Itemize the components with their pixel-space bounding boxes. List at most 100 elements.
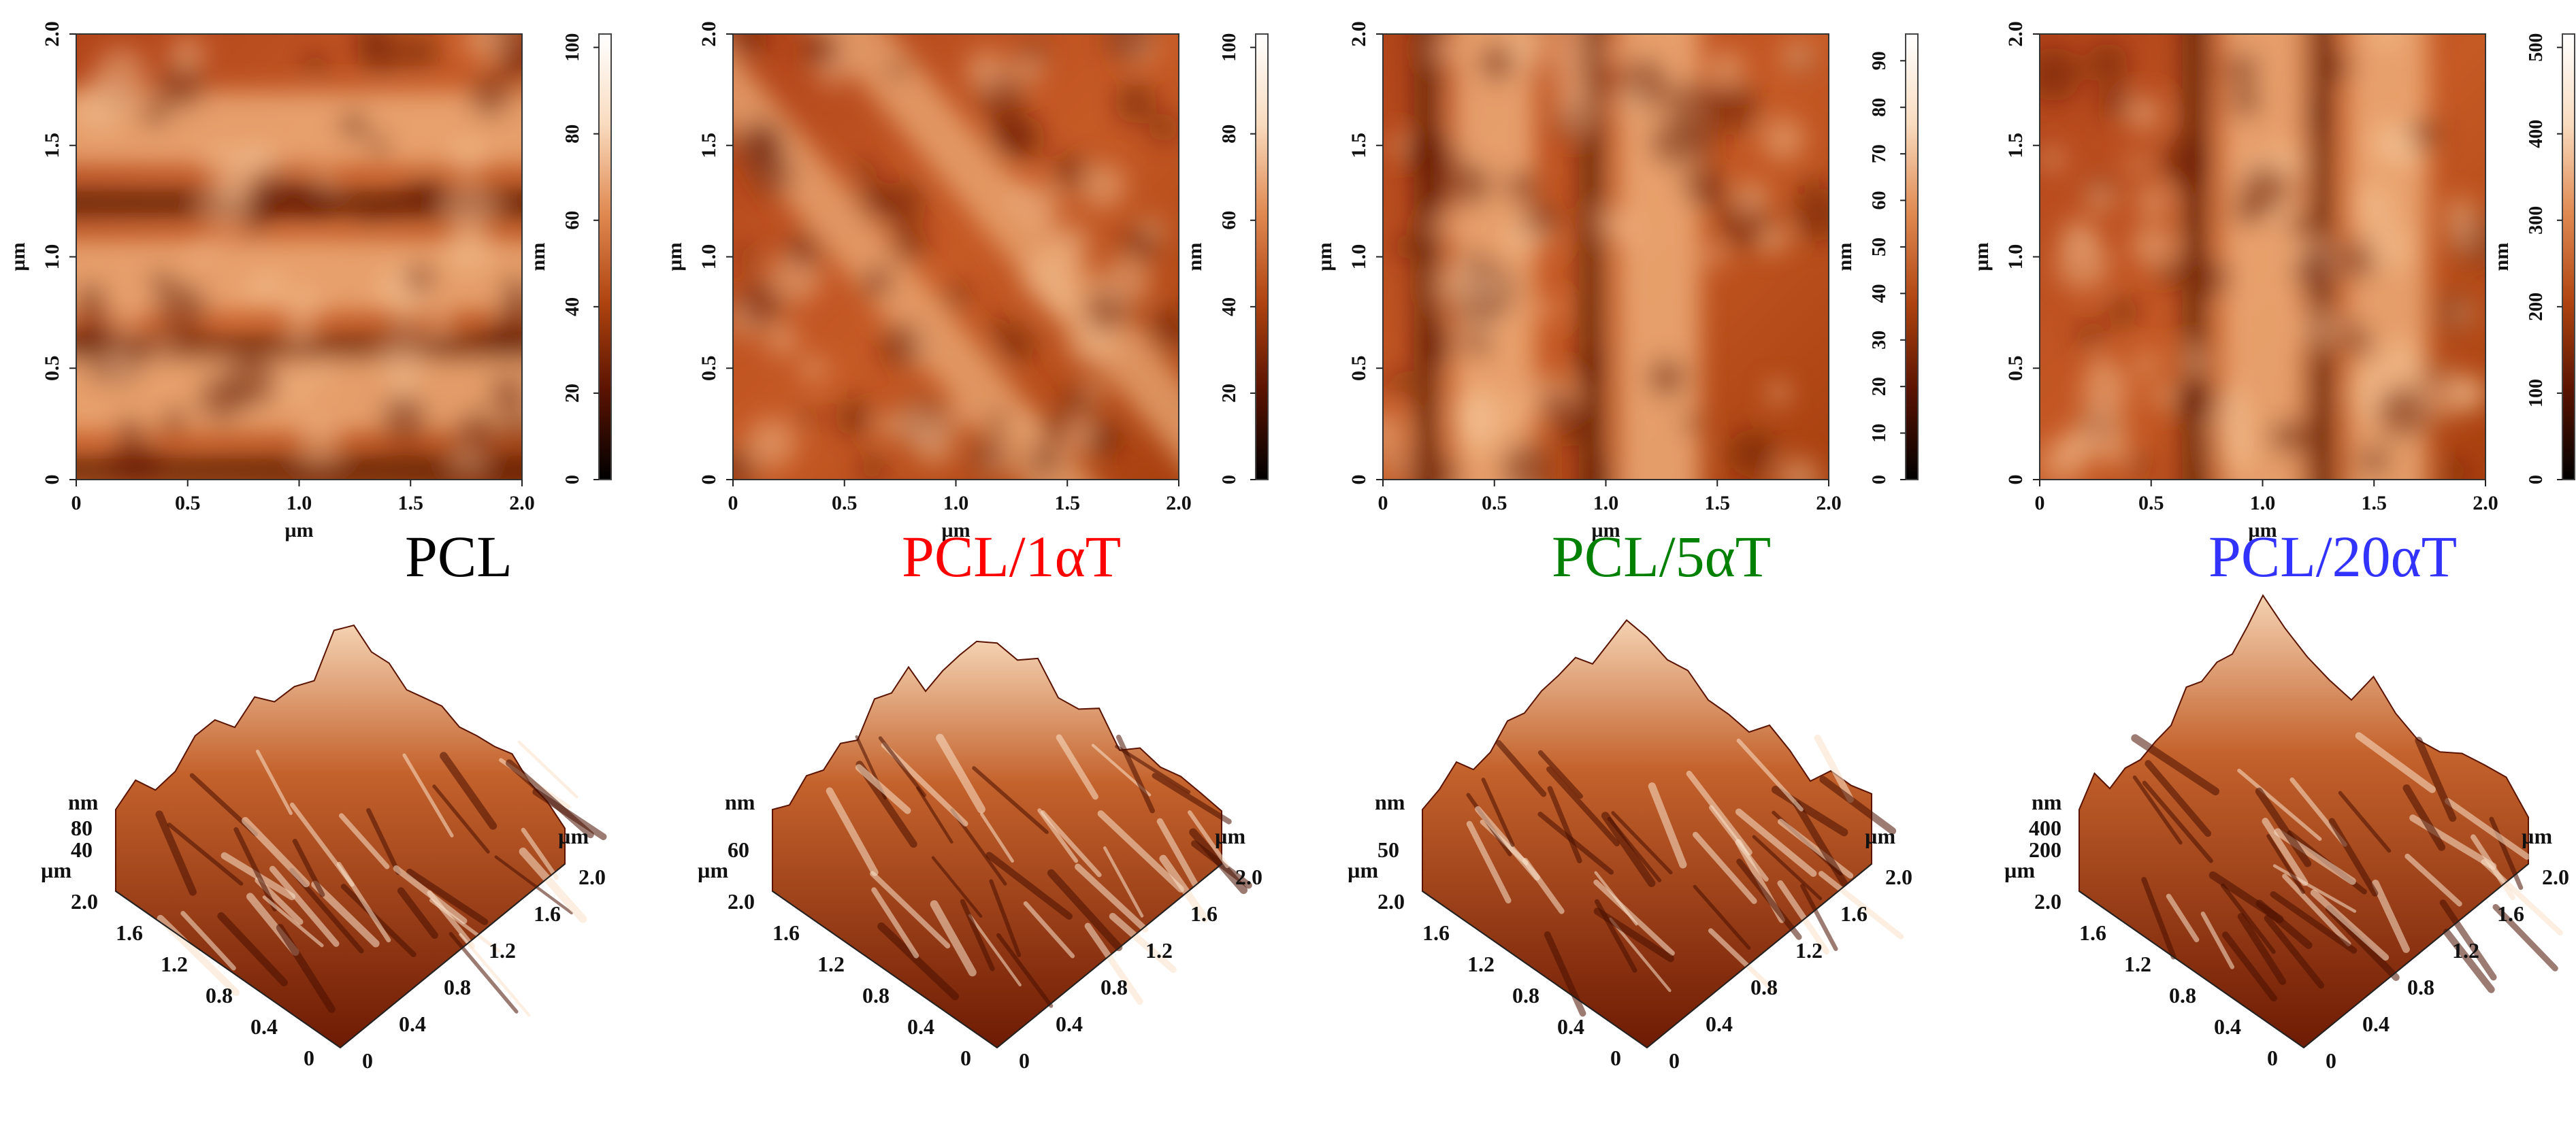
x-tick-label: 1.5 xyxy=(2362,492,2387,514)
y-tick-label: 0 xyxy=(2004,475,2027,485)
iso-right-tick-label: 0.8 xyxy=(444,975,471,999)
colorbar-tick-label: 60 xyxy=(1219,211,1240,230)
iso-left-tick-label: 0 xyxy=(304,1046,314,1070)
colorbar-tick-label: 50 xyxy=(1869,237,1890,256)
afm-height-map xyxy=(1383,34,1829,480)
iso-right-tick-label: 0.8 xyxy=(1750,975,1778,999)
colorbar-tick-label: 20 xyxy=(1869,377,1890,396)
iso-right-tick-label: 1.2 xyxy=(1145,938,1173,963)
iso-left-tick-label: 1.6 xyxy=(1422,920,1450,945)
iso-left-tick-label: 0.4 xyxy=(2214,1014,2241,1039)
iso-right-tick-label: 2.0 xyxy=(1885,865,1912,889)
iso-left-unit: µm xyxy=(1348,858,1378,882)
iso-left-tick-label: 2.0 xyxy=(1377,889,1405,914)
x-tick-label: 1.0 xyxy=(1593,492,1619,514)
afm-panel-graphic: 000.50.51.01.01.51.52.02.0µmµm0204060801… xyxy=(664,21,1269,1073)
x-tick-label: 0.5 xyxy=(832,492,858,514)
iso-right-unit: µm xyxy=(558,824,589,848)
iso-right-tick-label: 2.0 xyxy=(578,865,606,889)
iso-left-tick-label: 0 xyxy=(960,1046,971,1070)
iso-left-tick-label: 0.8 xyxy=(2169,983,2196,1008)
panel-pcl-1at: 0 0 0.5 0.5 1.0 1.0 1.5 1.5 2.0 2.0 µm µm 0 20 40 60 80 1… xyxy=(657,0,1301,1132)
colorbar-tick-label: 300 xyxy=(2526,206,2547,235)
iso-z-tick-label: 80 xyxy=(71,816,93,840)
x-tick-label: 1.0 xyxy=(287,492,312,514)
iso-right-tick-label: 1.6 xyxy=(1840,901,1868,926)
iso-left-tick-label: 0.8 xyxy=(862,983,890,1008)
x-tick-label: 2.0 xyxy=(509,492,535,514)
iso-left-tick-label: 2.0 xyxy=(2034,889,2061,914)
y-axis-unit: µm xyxy=(7,242,29,271)
y-tick-label: 2.0 xyxy=(1348,21,1370,47)
iso-z-tick-label: 60 xyxy=(728,837,749,862)
iso-right-tick-label: 2.0 xyxy=(1235,865,1262,889)
iso-right-tick-label: 1.2 xyxy=(1795,938,1823,963)
x-tick-label: 0.5 xyxy=(2138,492,2164,514)
colorbar-tick-label: 40 xyxy=(562,297,583,316)
y-tick-label: 0 xyxy=(698,475,720,485)
colorbar-tick-label: 60 xyxy=(562,211,583,230)
x-tick-label: 1.0 xyxy=(943,492,969,514)
colorbar-tick-label: 400 xyxy=(2526,120,2547,148)
panel-pcl-5at: 0 0 0.5 0.5 1.0 1.0 1.5 1.5 2.0 2.0 µm µm 0 10 20 30 40 5… xyxy=(1307,0,1951,1132)
iso-left-unit: µm xyxy=(2004,858,2035,882)
colorbar-tick-label: 100 xyxy=(562,33,583,62)
sample-label: PCL/20αT xyxy=(2208,524,2458,589)
y-tick-label: 0.5 xyxy=(1348,356,1370,382)
y-tick-label: 2.0 xyxy=(698,21,720,47)
y-tick-label: 0 xyxy=(41,475,63,485)
afm-panel-graphic: 000.50.51.01.01.51.52.02.0µmµm0204060801… xyxy=(7,21,612,1073)
y-tick-label: 1.5 xyxy=(1348,133,1370,159)
iso-left-tick-label: 0.4 xyxy=(1557,1014,1584,1039)
y-tick-label: 1.5 xyxy=(2004,133,2027,159)
iso-z-tick-label: 200 xyxy=(2029,837,2061,862)
afm-panel-graphic: 000.50.51.01.01.51.52.02.0µmµm0102030405… xyxy=(1314,21,1919,1073)
colorbar-tick-label: 80 xyxy=(1869,98,1890,117)
x-axis-unit: µm xyxy=(941,519,970,542)
y-tick-label: 2.0 xyxy=(41,21,63,47)
y-axis-unit: µm xyxy=(1314,242,1336,271)
colorbar-tick-label: 0 xyxy=(1219,475,1240,484)
colorbar-unit: nm xyxy=(527,243,549,271)
iso-left-unit: µm xyxy=(41,858,71,882)
colorbar-tick-label: 20 xyxy=(562,384,583,403)
y-axis-unit: µm xyxy=(1970,242,1993,271)
x-tick-label: 2.0 xyxy=(1166,492,1192,514)
iso-z-tick-label: 50 xyxy=(1377,837,1399,862)
colorbar-tick-label: 60 xyxy=(1869,191,1890,210)
iso-left-tick-label: 2.0 xyxy=(71,889,98,914)
iso-right-tick-label: 0.4 xyxy=(2362,1012,2390,1036)
x-tick-label: 0 xyxy=(2035,492,2045,514)
iso-left-tick-label: 0.8 xyxy=(1512,983,1539,1008)
sample-label: PCL/5αT xyxy=(1552,524,1772,589)
iso-right-tick-label: 0.8 xyxy=(1100,975,1128,999)
colorbar-tick-label: 500 xyxy=(2526,33,2547,62)
colorbar-tick-label: 80 xyxy=(1219,124,1240,144)
iso-z-unit: nm xyxy=(2032,790,2062,814)
iso-right-tick-label: 0 xyxy=(1669,1048,1680,1073)
iso-left-tick-label: 1.6 xyxy=(116,920,143,945)
colorbar xyxy=(1255,33,1269,480)
colorbar-tick-label: 0 xyxy=(1869,475,1890,484)
colorbar-tick-label: 100 xyxy=(1219,33,1240,62)
colorbar xyxy=(598,33,612,480)
colorbar-unit: nm xyxy=(1833,243,1856,271)
iso-left-tick-label: 0.4 xyxy=(907,1014,934,1039)
colorbar-unit: nm xyxy=(1184,243,1206,271)
iso-z-tick-label: 40 xyxy=(71,837,93,862)
iso-left-tick-label: 1.6 xyxy=(772,920,800,945)
x-tick-label: 1.0 xyxy=(2250,492,2276,514)
panel-pcl-20at: 0 0 0.5 0.5 1.0 1.0 1.5 1.5 2.0 2.0 µm µm 0 100 200 300… xyxy=(1963,0,2576,1132)
x-axis-unit: µm xyxy=(1591,519,1620,542)
y-axis-unit: µm xyxy=(664,242,686,271)
colorbar-tick-label: 70 xyxy=(1869,144,1890,163)
iso-left-tick-label: 0 xyxy=(1610,1046,1621,1070)
y-tick-label: 1.5 xyxy=(41,133,63,159)
x-tick-label: 2.0 xyxy=(1816,492,1842,514)
iso-right-tick-label: 2.0 xyxy=(2542,865,2569,889)
iso-right-tick-label: 1.2 xyxy=(2452,938,2479,963)
afm-3d-surface xyxy=(1422,619,1904,1049)
y-tick-label: 1.0 xyxy=(1348,244,1370,270)
y-tick-label: 1.0 xyxy=(41,244,63,270)
x-tick-label: 0 xyxy=(728,492,738,514)
